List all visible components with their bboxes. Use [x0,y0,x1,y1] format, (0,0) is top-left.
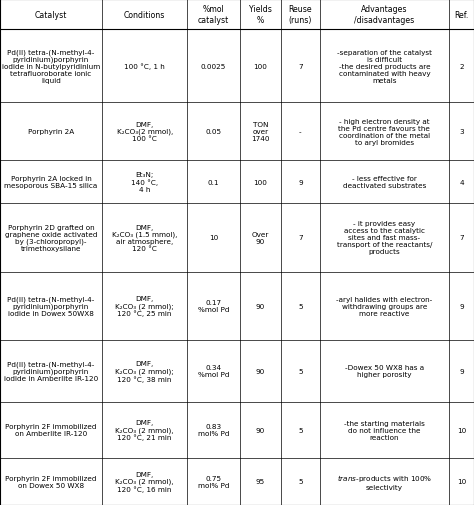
Text: Pd(II) tetra-(N-methyl-4-
pyridinium)porphyrin
iodide in N-butylpyridinium
tetra: Pd(II) tetra-(N-methyl-4- pyridinium)por… [2,49,100,84]
Text: %mol
catalyst: %mol catalyst [198,6,229,25]
Text: Porphyrin 2F immobilized
on Amberlite IR-120: Porphyrin 2F immobilized on Amberlite IR… [5,423,97,436]
Text: 7: 7 [459,235,464,241]
Text: 10: 10 [209,235,218,241]
Text: Conditions: Conditions [124,11,165,20]
Text: 0.17
%mol Pd: 0.17 %mol Pd [198,299,229,313]
Text: DMF,
K₂CO₃ (2 mmol);
120 °C, 38 min: DMF, K₂CO₃ (2 mmol); 120 °C, 38 min [115,361,174,382]
Text: -aryl halides with electron-
withdrawing groups are
more reactive: -aryl halides with electron- withdrawing… [337,296,433,316]
Text: 90: 90 [256,303,265,309]
Text: Porphyrin 2A locked in
mesoporous SBA-15 silica: Porphyrin 2A locked in mesoporous SBA-15… [4,176,98,189]
Text: -the starting materials
do not influence the
reaction: -the starting materials do not influence… [344,420,425,440]
Text: DMF,
K₂CO₃ (2 mmol),
120 °C, 16 min: DMF, K₂CO₃ (2 mmol), 120 °C, 16 min [116,471,174,492]
Text: 5: 5 [298,427,303,433]
Text: 100 °C, 1 h: 100 °C, 1 h [124,63,165,70]
Text: 5: 5 [298,303,303,309]
Text: - high electron density at
the Pd centre favours the
coordination of the metal
t: - high electron density at the Pd centre… [338,119,430,145]
Text: 0.34
%mol Pd: 0.34 %mol Pd [198,365,229,378]
Text: 0.05: 0.05 [206,129,222,135]
Text: 0.83
mol% Pd: 0.83 mol% Pd [198,423,229,436]
Text: Pd(II) tetra-(N-methyl-4-
pyridinium)porphyrin
iodide in Dowex 50WX8: Pd(II) tetra-(N-methyl-4- pyridinium)por… [7,295,95,317]
Text: 100: 100 [254,179,267,185]
Text: 9: 9 [298,179,303,185]
Text: Advantages
/disadvantages: Advantages /disadvantages [354,6,415,25]
Text: 0.0025: 0.0025 [201,64,226,70]
Text: 7: 7 [298,64,303,70]
Text: DMF,
K₂CO₃ (1.5 mmol),
air atmosphere,
120 °C: DMF, K₂CO₃ (1.5 mmol), air atmosphere, 1… [112,224,177,251]
Text: DMF,
K₂CO₃(2 mmol),
100 °C: DMF, K₂CO₃(2 mmol), 100 °C [117,122,173,142]
Text: Ref.: Ref. [455,11,469,20]
Text: 7: 7 [298,235,303,241]
Text: DMF,
K₂CO₃ (2 mmol);
120 °C, 25 min: DMF, K₂CO₃ (2 mmol); 120 °C, 25 min [115,295,174,317]
Text: 0.75
mol% Pd: 0.75 mol% Pd [198,475,229,488]
Text: -Dowex 50 WX8 has a
higher porosity: -Dowex 50 WX8 has a higher porosity [345,365,424,378]
Text: $\it{trans}$-products with 100%
selectivity: $\it{trans}$-products with 100% selectiv… [337,472,432,490]
Text: Porphyrin 2A: Porphyrin 2A [28,129,74,135]
Text: -: - [299,129,301,135]
Text: Catalyst: Catalyst [35,11,67,20]
Text: 5: 5 [298,478,303,484]
Text: -separation of the catalyst
is difficult
-the desired products are
contaminated : -separation of the catalyst is difficult… [337,49,432,83]
Text: 10: 10 [457,478,466,484]
Text: 3: 3 [459,129,464,135]
Text: 0.1: 0.1 [208,179,219,185]
Text: TON
over
1740: TON over 1740 [251,122,270,142]
Text: - less effective for
deactivated substrates: - less effective for deactivated substra… [343,176,426,189]
Text: 90: 90 [256,368,265,374]
Text: Porphyrin 2F immobilized
on Dowex 50 WX8: Porphyrin 2F immobilized on Dowex 50 WX8 [5,475,97,488]
Text: Over
90: Over 90 [252,231,269,244]
Text: DMF,
K₂CO₃ (2 mmol),
120 °C, 21 min: DMF, K₂CO₃ (2 mmol), 120 °C, 21 min [116,419,174,440]
Text: Yields
%: Yields % [249,6,272,25]
Text: 4: 4 [459,179,464,185]
Text: 9: 9 [459,303,464,309]
Text: 5: 5 [298,368,303,374]
Text: 9: 9 [459,368,464,374]
Text: 95: 95 [256,478,265,484]
Text: Reuse
(runs): Reuse (runs) [289,6,312,25]
Text: 100: 100 [254,64,267,70]
Text: 90: 90 [256,427,265,433]
Text: Pd(II) tetra-(N-methyl-4-
pyridinium)porphyrin
iodide in Amberlite IR-120: Pd(II) tetra-(N-methyl-4- pyridinium)por… [4,361,98,382]
Text: 10: 10 [457,427,466,433]
Text: Porphyrin 2D grafted on
graphene oxide activated
by (3-chloropropyl)-
trimethoxy: Porphyrin 2D grafted on graphene oxide a… [5,224,97,251]
Text: 2: 2 [459,64,464,70]
Text: - it provides easy
access to the catalytic
sites and fast mass-
transport of the: - it provides easy access to the catalyt… [337,221,432,255]
Text: Et₃N;
140 °C,
4 h: Et₃N; 140 °C, 4 h [131,172,158,193]
